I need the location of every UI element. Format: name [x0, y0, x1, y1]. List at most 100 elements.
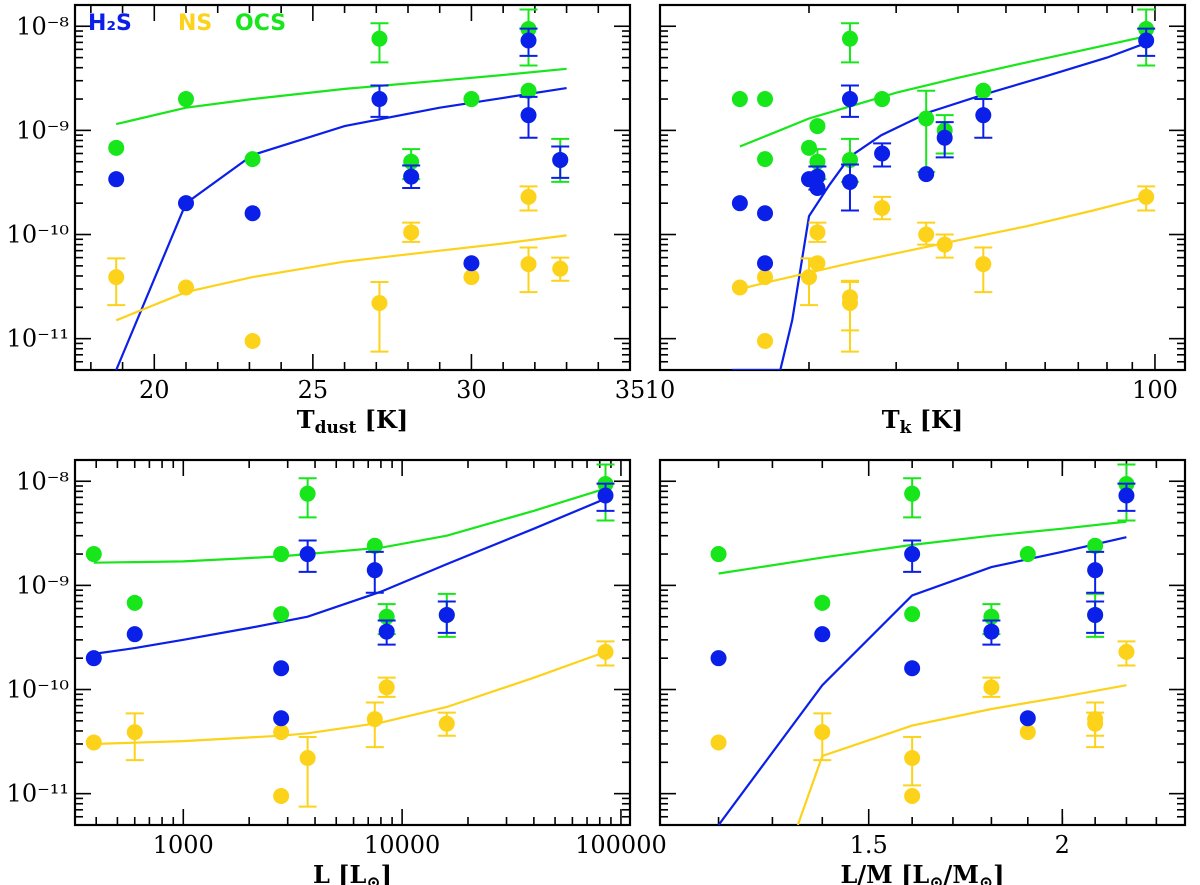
data-point-ns: [244, 332, 261, 349]
legend-label-ns: NS: [178, 11, 212, 36]
data-point-ns: [1087, 715, 1104, 732]
data-point-h2s: [520, 32, 537, 49]
data-point-h2s: [1019, 710, 1036, 727]
data-point-ns: [731, 279, 748, 296]
x-axis-label-part: ]: [993, 860, 1004, 885]
data-point-ns: [299, 749, 316, 766]
data-point-h2s: [1138, 32, 1155, 49]
x-tick-label: 100000: [575, 831, 667, 859]
data-point-ocs: [904, 485, 921, 502]
data-point-h2s: [936, 129, 953, 146]
data-point-h2s: [731, 195, 748, 212]
data-point-h2s: [85, 650, 102, 667]
y-tick-label: 10⁻¹¹: [7, 325, 69, 353]
data-point-ocs: [757, 151, 774, 168]
data-point-h2s: [597, 487, 614, 504]
x-tick-label: 25: [298, 376, 329, 404]
model-line-ns: [115, 234, 567, 322]
data-point-ocs: [904, 606, 921, 623]
data-point-h2s: [438, 606, 455, 623]
y-tick-label: 10⁻¹⁰: [7, 676, 69, 704]
x-axis-label: L [L⊙]: [313, 860, 392, 885]
data-point-ns: [552, 260, 569, 277]
x-tick-label: 35: [615, 376, 646, 404]
x-axis-label-part: ]: [381, 860, 392, 885]
data-point-ns: [438, 715, 455, 732]
data-point-ocs: [463, 91, 480, 108]
model-line-h2s: [717, 536, 1127, 825]
data-point-ns: [520, 256, 537, 273]
data-point-ocs: [273, 606, 290, 623]
plot-area: [731, 8, 1156, 370]
plot-frame: [73, 3, 632, 372]
data-point-ocs: [1019, 546, 1036, 563]
x-axis-label-part: [K]: [911, 405, 963, 434]
data-point-ns: [710, 734, 727, 751]
data-point-ocs: [244, 151, 261, 168]
data-point-ocs: [366, 537, 383, 554]
x-tick-label: 2: [1055, 831, 1070, 859]
data-point-ocs: [126, 594, 143, 611]
data-point-h2s: [178, 195, 194, 212]
data-point-ns: [841, 289, 858, 306]
data-point-ns: [809, 255, 826, 272]
data-point-ocs: [874, 91, 891, 108]
data-point-h2s: [273, 660, 290, 677]
data-point-ns: [814, 724, 831, 741]
data-point-h2s: [904, 660, 921, 677]
y-tick-label: 10⁻¹⁰: [7, 221, 69, 249]
data-point-ocs: [85, 546, 102, 563]
data-point-ocs: [371, 30, 388, 47]
data-point-ocs: [809, 118, 826, 135]
data-point-ns: [983, 679, 1000, 696]
data-point-ocs: [757, 91, 774, 108]
model-line-ns: [796, 684, 1127, 825]
data-point-h2s: [244, 205, 261, 222]
data-point-ns: [108, 269, 125, 286]
data-point-h2s: [904, 546, 921, 563]
data-point-ocs: [520, 82, 537, 99]
data-point-ns: [463, 269, 480, 286]
data-point-ns: [273, 787, 290, 804]
data-point-ns: [904, 749, 921, 766]
data-point-ocs: [1087, 537, 1104, 554]
data-point-h2s: [273, 710, 290, 727]
model-line-ocs: [93, 487, 606, 564]
x-axis-label-part: [K]: [356, 405, 408, 434]
data-point-h2s: [874, 145, 891, 162]
x-tick-label: 20: [139, 376, 170, 404]
model-line-h2s: [93, 497, 606, 655]
legend: H₂S NS OCS: [88, 11, 286, 36]
plot-area: [85, 463, 615, 808]
data-point-ocs: [800, 139, 817, 156]
x-tick-label: 10: [645, 376, 676, 404]
data-point-h2s: [378, 623, 395, 640]
data-point-ocs: [178, 91, 194, 108]
x-axis-label-part: /M: [944, 860, 979, 885]
plot-frame: [73, 458, 632, 827]
x-axis-label-part: dust: [315, 418, 357, 438]
plot-area: [107, 8, 570, 370]
data-point-h2s: [463, 255, 480, 272]
data-point-h2s: [108, 171, 125, 188]
x-axis-label-part: ⊙: [366, 873, 380, 885]
y-tick-label: 10⁻¹¹: [7, 780, 69, 808]
x-tick-label: 1.5: [850, 831, 888, 859]
data-point-ns: [936, 236, 953, 253]
plot-area: [710, 463, 1136, 825]
data-point-ns: [918, 226, 935, 243]
x-axis-label-part: ⊙: [979, 873, 993, 885]
data-point-h2s: [366, 562, 383, 579]
x-tick-label: 10000: [364, 831, 440, 859]
data-point-h2s: [841, 173, 858, 190]
data-point-h2s: [814, 626, 831, 643]
data-point-h2s: [1087, 562, 1104, 579]
data-point-h2s: [918, 166, 935, 183]
data-point-ns: [757, 332, 774, 349]
data-point-ns: [178, 279, 194, 296]
data-point-ocs: [918, 110, 935, 127]
data-point-h2s: [975, 107, 992, 124]
x-tick-label: 100: [1132, 376, 1178, 404]
model-line-ns: [739, 195, 1147, 291]
